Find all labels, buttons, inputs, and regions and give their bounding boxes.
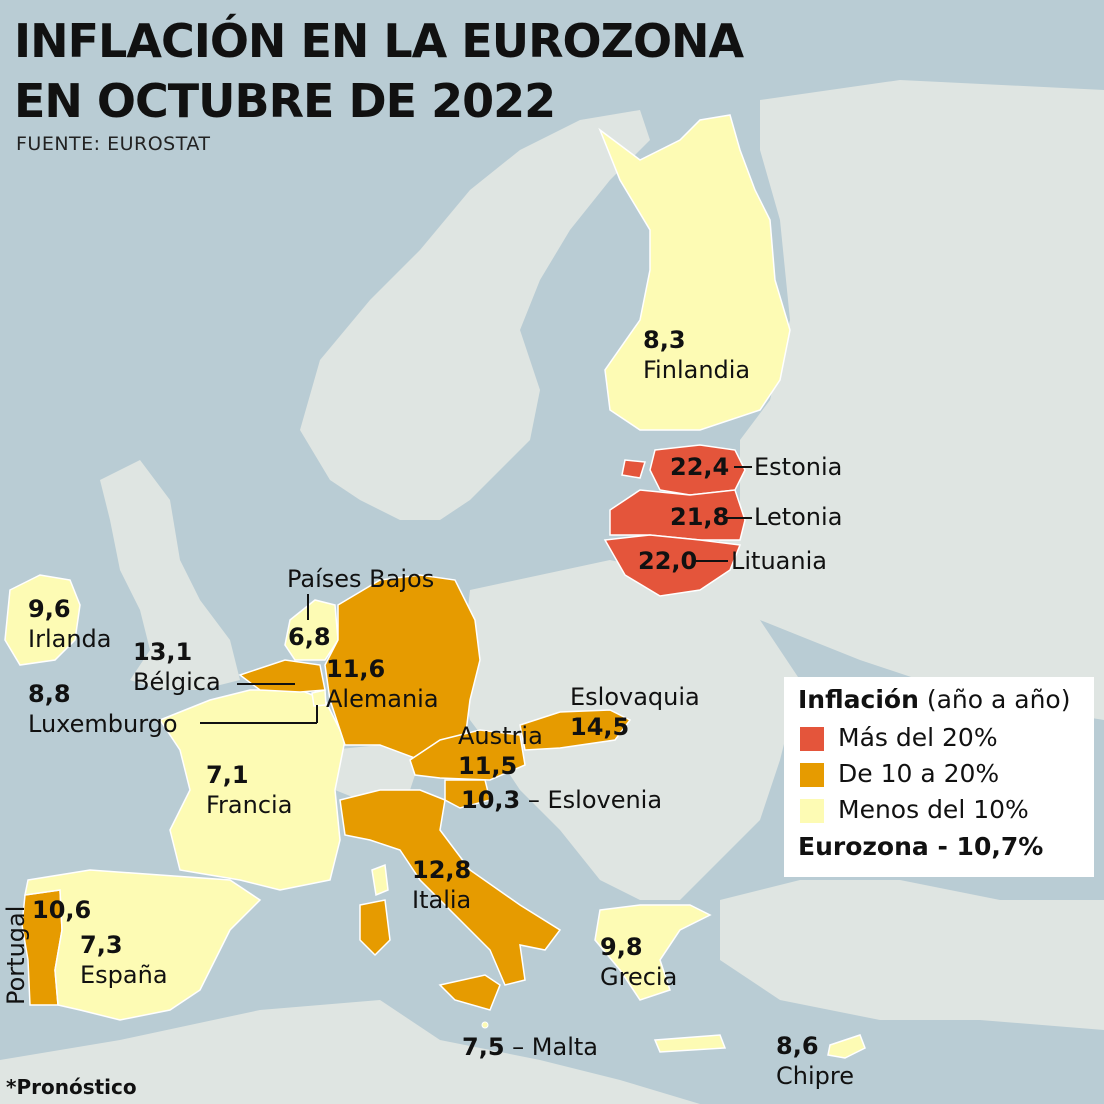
swatch-10-to-20 xyxy=(800,763,824,787)
chipre-shape xyxy=(827,1034,866,1059)
leader-paises-bajos xyxy=(307,594,309,620)
switzerland-land xyxy=(330,745,420,800)
footnote: *Pronóstico xyxy=(6,1075,137,1099)
source-label: FUENTE: EUROSTAT xyxy=(16,133,211,155)
leader-letonia xyxy=(724,517,752,519)
leader-luxemburgo-v xyxy=(316,705,318,723)
name-portugal: Portugal xyxy=(2,905,30,1005)
label-eslovenia: 10,3 – Eslovenia xyxy=(461,786,663,814)
name-estonia: Estonia xyxy=(754,453,843,481)
sicilia-shape xyxy=(438,974,501,1011)
cerdena-shape xyxy=(359,899,391,957)
legend-item-above-20: Más del 20% xyxy=(800,723,998,752)
swatch-above-20 xyxy=(800,727,824,751)
value-portugal: 10,6 xyxy=(32,896,92,924)
label-malta: 7,5 – Malta xyxy=(462,1033,598,1061)
eastern-europe-land xyxy=(460,560,800,900)
name-letonia: Letonia xyxy=(754,503,843,531)
legend-item-below-10: Menos del 10% xyxy=(800,795,1029,824)
great-britain-land xyxy=(100,460,240,690)
label-eslovaquia: Eslovaquia 14,5 xyxy=(570,683,700,741)
russia-land xyxy=(700,80,1104,720)
austria-shape xyxy=(409,729,526,781)
letonia-shape xyxy=(609,489,746,541)
finlandia-shape xyxy=(598,114,791,431)
name-lituania: Lituania xyxy=(731,547,827,575)
label-finlandia: 8,3 Finlandia xyxy=(643,326,751,384)
value-estonia: 22,4 xyxy=(670,453,730,481)
creta-shape xyxy=(653,1034,727,1053)
value-letonia: 21,8 xyxy=(670,503,730,531)
label-italia: 12,8 Italia xyxy=(412,856,472,914)
label-belgica: 13,1 Bélgica xyxy=(133,638,221,696)
label-luxemburgo: 8,8 Luxemburgo xyxy=(28,680,178,738)
luxemburgo-shape xyxy=(311,689,327,707)
espana-shape xyxy=(24,869,262,1021)
leader-estonia xyxy=(734,466,752,468)
lituania-shape xyxy=(603,534,742,597)
swatch-below-10 xyxy=(800,799,824,823)
label-alemania: 11,6 Alemania xyxy=(326,655,439,713)
paises-bajos-shape xyxy=(284,599,339,661)
title-line-1: INFLACIÓN EN LA EUROZONA xyxy=(14,14,744,68)
italia-shape xyxy=(339,789,562,986)
legend-eurozone-total: Eurozona - 10,7% xyxy=(798,832,1044,861)
legend-item-10-to-20: De 10 a 20% xyxy=(800,759,999,788)
legend: Inflación (año a año) Más del 20% De 10 … xyxy=(784,677,1094,877)
name-paises-bajos: Países Bajos xyxy=(287,565,435,593)
north-africa-land xyxy=(0,1000,700,1104)
label-francia: 7,1 Francia xyxy=(206,761,293,819)
leader-lituania xyxy=(696,560,728,562)
legend-title: Inflación (año a año) xyxy=(798,685,1071,714)
label-grecia: 9,8 Grecia xyxy=(600,933,678,991)
grecia-shape xyxy=(594,904,712,1001)
label-austria: Austria 11,5 xyxy=(458,722,543,780)
turkey-land xyxy=(720,880,1104,1030)
eslovenia-shape xyxy=(444,779,491,809)
corcega-shape xyxy=(371,863,389,897)
value-paises-bajos: 6,8 xyxy=(288,623,331,651)
eslovaquia-shape xyxy=(519,709,632,751)
value-lituania: 22,0 xyxy=(638,547,698,575)
scandinavia-land xyxy=(300,110,650,520)
malta-shape xyxy=(481,1021,489,1029)
leader-luxemburgo-h xyxy=(200,722,317,724)
leader-belgica xyxy=(237,683,295,685)
irlanda-shape xyxy=(4,574,81,666)
title-line-2: EN OCTUBRE DE 2022 xyxy=(14,74,556,128)
label-chipre: 8,6 Chipre xyxy=(776,1032,854,1090)
label-irlanda: 9,6 Irlanda xyxy=(28,595,112,653)
label-espana: 7,3 España xyxy=(80,931,168,989)
